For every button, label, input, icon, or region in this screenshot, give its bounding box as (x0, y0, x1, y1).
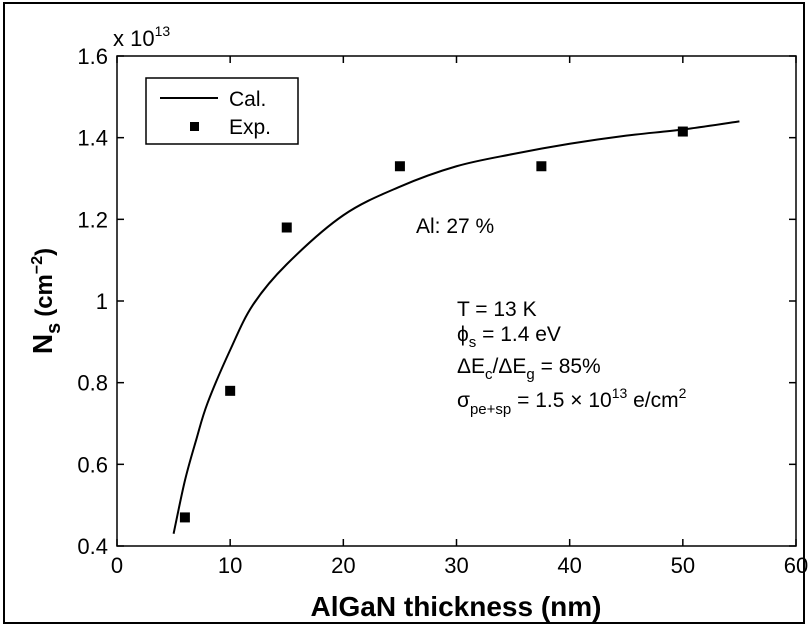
exp-data-point (225, 385, 236, 396)
y-label-unit: (cm (31, 274, 58, 317)
legend-label-cal: Cal. (229, 88, 266, 111)
sigma-sub: pe+sp (470, 401, 511, 418)
y-label-unit-exp: −2 (29, 256, 46, 274)
x-tick-label: 60 (784, 553, 808, 578)
de-value: = 85% (535, 355, 601, 378)
y-multiplier-base: x 10 (113, 26, 155, 51)
series-layer (172, 120, 740, 534)
y-label-unit-close: ) (31, 248, 58, 256)
sigma-symbol: σ (457, 389, 470, 412)
exp-data-point (281, 222, 292, 233)
y-tick-label: 0.8 (77, 371, 108, 396)
annotation-sigma: σpe+sp = 1.5 × 1013 e/cm2 (457, 385, 687, 418)
y-tick-label: 0.4 (77, 534, 108, 559)
annotation-al: Al: 27 % (416, 215, 494, 238)
y-multiplier-exp: 13 (155, 23, 171, 39)
y-label-sub: s (43, 323, 65, 334)
phi-symbol: ϕ (457, 323, 469, 346)
sigma-unit-exp: 2 (679, 385, 687, 401)
y-tick-label: 1.4 (77, 126, 108, 151)
figure-frame (3, 2, 805, 624)
sigma-exp: 13 (612, 385, 628, 401)
y-label-n: N (27, 334, 58, 354)
x-tick-label: 40 (557, 553, 581, 578)
y-tick-label: 1 (96, 289, 108, 314)
x-tick-label: 50 (671, 553, 695, 578)
annotation-temperature: T = 13 K (457, 298, 537, 321)
exp-data-point (394, 161, 405, 172)
exp-data-point (677, 126, 688, 137)
calc-curve (172, 120, 740, 534)
y-multiplier: x 1013 (113, 23, 170, 51)
x-tick-label: 30 (444, 553, 468, 578)
y-axis-ticks: 0.4 0.6 0.8 1 1.2 1.4 1.6 (77, 44, 796, 559)
y-tick-label: 1.6 (77, 44, 108, 69)
annotation-phi: ϕs = 1.4 eV (457, 323, 561, 351)
legend-label-exp: Exp. (229, 116, 271, 139)
sigma-value: = 1.5 × 10 (511, 389, 611, 412)
de-a: ΔE (457, 355, 485, 378)
x-tick-label: 20 (331, 553, 355, 578)
exp-data-point (179, 512, 190, 523)
annotation-delta-e: ΔEc/ΔEg = 85% (457, 355, 601, 383)
de-sub-g: g (526, 366, 534, 383)
de-mid: /ΔE (493, 355, 527, 378)
phi-value: = 1.4 eV (476, 323, 561, 346)
x-tick-label: 10 (218, 553, 242, 578)
x-axis-label: AlGaN thickness (nm) (311, 591, 602, 622)
phi-sub: s (469, 334, 477, 351)
sigma-unit: e/cm (627, 389, 678, 412)
exp-data-point (536, 161, 547, 172)
de-sub-c: c (485, 366, 493, 383)
legend-marker-exp (190, 122, 199, 131)
legend: Cal. Exp. (145, 77, 299, 145)
y-axis-label: Ns (cm−2) (27, 248, 65, 354)
x-tick-label: 0 (111, 553, 123, 578)
x-axis-ticks: 0 10 20 30 40 50 60 (111, 56, 808, 578)
y-tick-label: 0.6 (77, 452, 108, 477)
y-tick-label: 1.2 (77, 207, 108, 232)
legend-box (145, 77, 299, 145)
